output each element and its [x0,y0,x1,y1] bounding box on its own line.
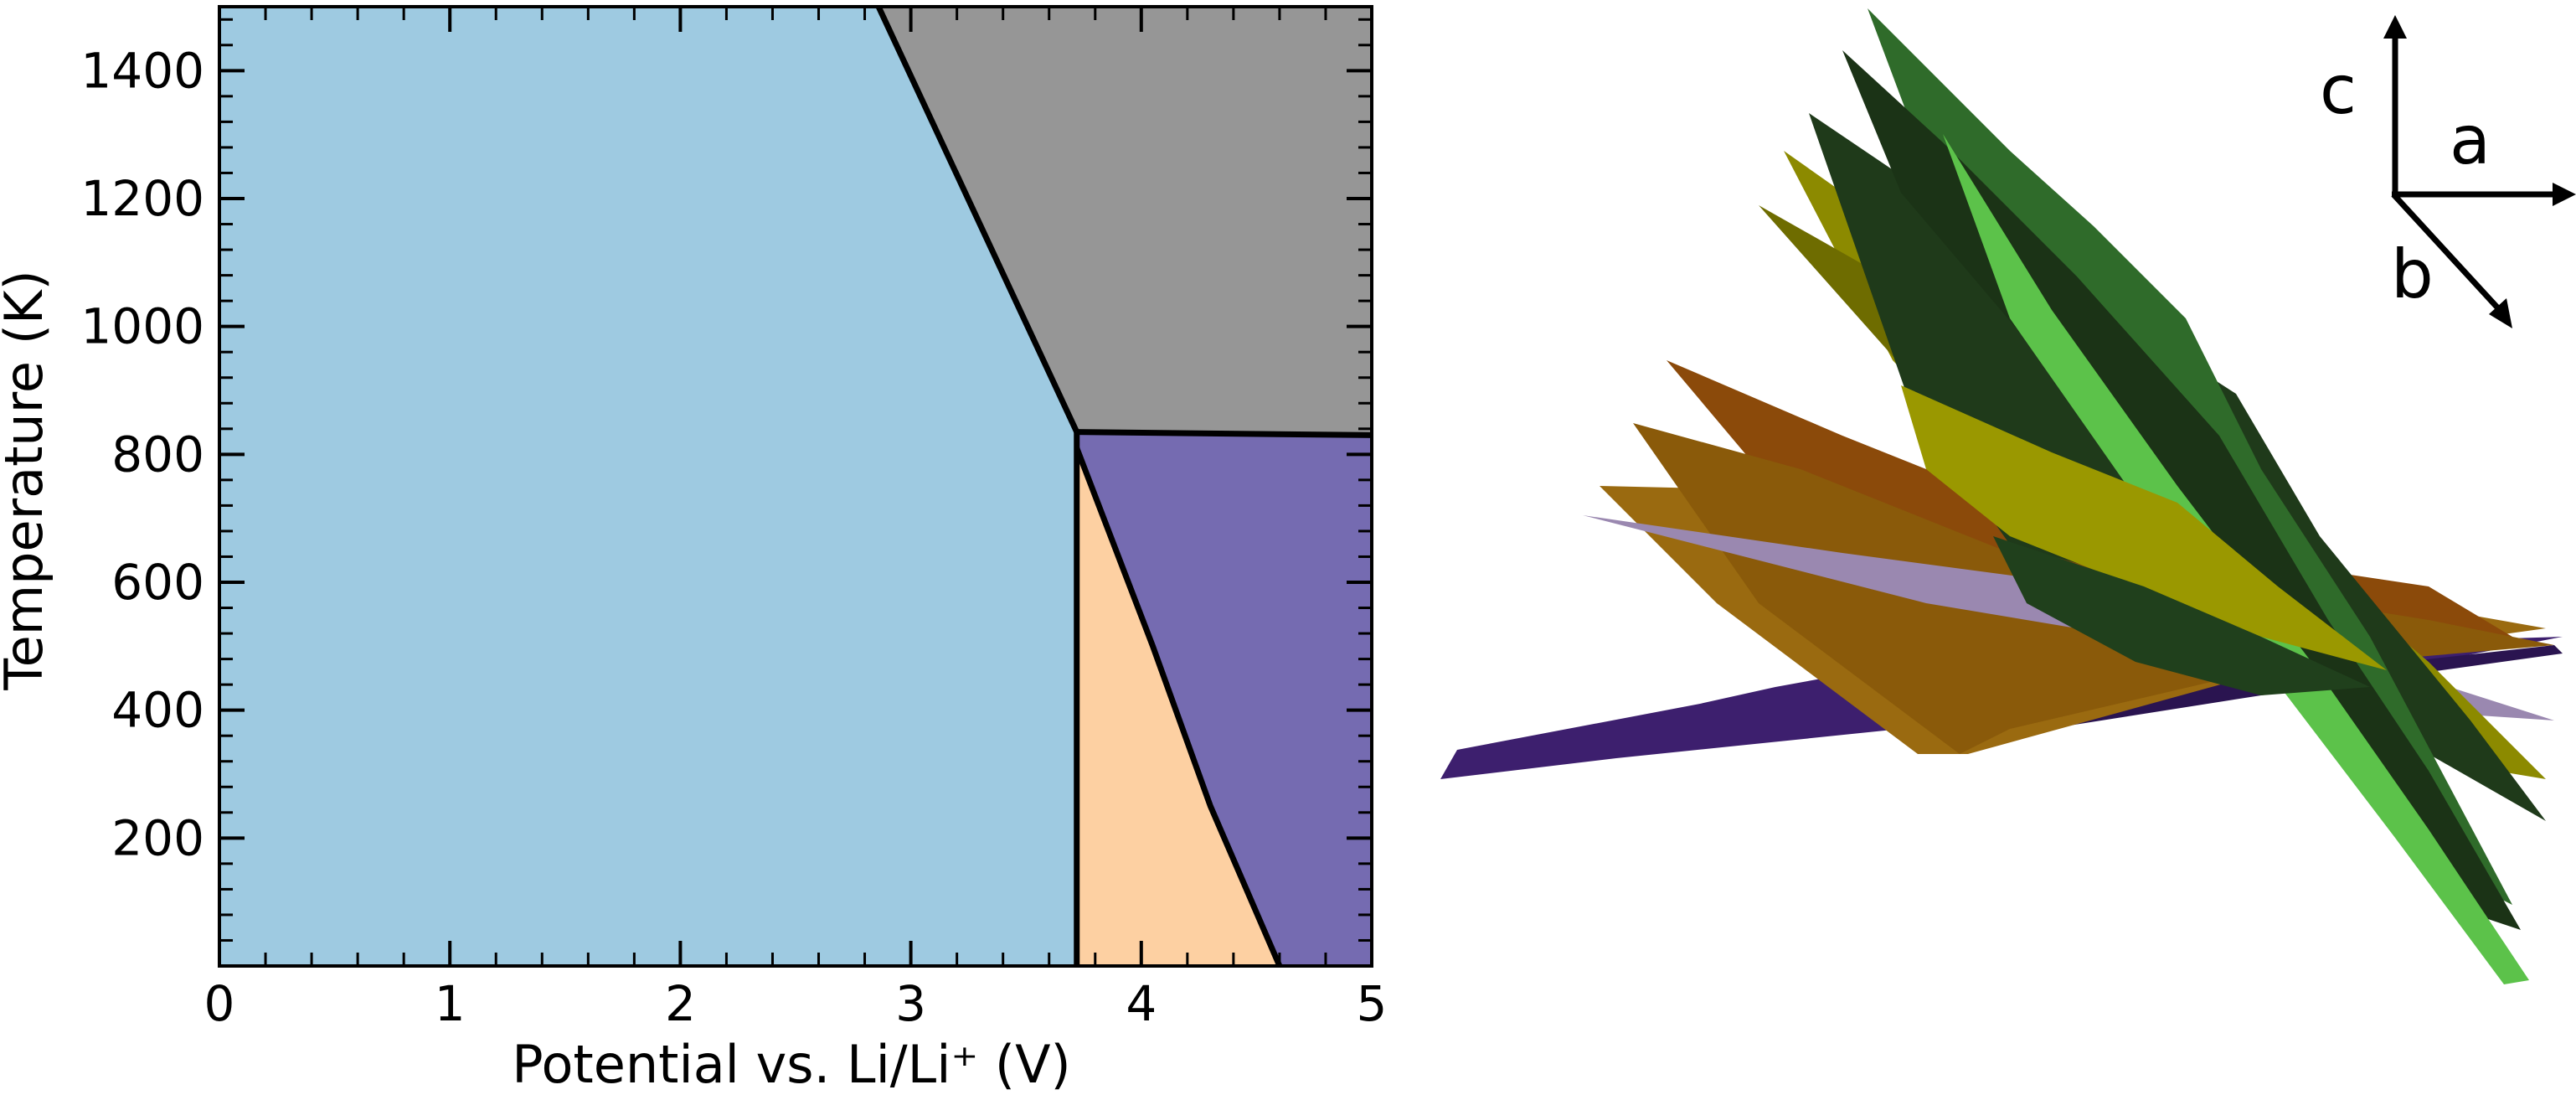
y-tick-label: 1200 [80,170,204,227]
phase-regions [219,7,1372,966]
x-tick-label: 3 [895,975,926,1032]
phase-boundary-1 [1076,429,1373,438]
b-arrowhead [2489,298,2512,328]
phase-region-2 [1076,431,1372,966]
axis-tick-labels: 0 1 2 3 4 5 200 400 600 800 1000 1200 1400 [80,42,1387,1032]
phase-diagram-chart: 0 1 2 3 4 5 200 400 600 800 1000 1200 1400 Potential… [0,5,1387,1095]
phase-region-3 [1076,447,1280,966]
y-tick-label: 200 [111,809,204,866]
b-axis-label: b [2391,235,2434,313]
y-tick-label: 1400 [80,42,204,99]
b-axis-arrow [2391,192,2501,311]
bright-green-sliver [1943,134,2529,984]
plot-frame [218,5,1373,968]
x-tick-label: 4 [1126,975,1157,1032]
c-arrowhead [2383,15,2407,39]
dark-green-front [1993,536,2370,695]
y-tick-label: 800 [111,426,204,483]
x-tick-label: 2 [665,975,696,1032]
phase-region-1 [878,7,1372,436]
a-arrowhead [2553,183,2576,206]
phase-boundaries [875,5,1373,968]
c-axis-label: c [2320,51,2357,129]
crystal-axes-indicator: c a b [2320,15,2576,328]
olive-band [1901,385,2387,670]
phase-boundary-0 [875,5,1079,434]
y-tick-label: 600 [111,554,204,611]
phase-region-0 [219,7,1077,966]
axis-ticks [218,7,1373,966]
x-tick-label: 1 [435,975,466,1032]
surface-3d-plot [1440,8,2563,984]
x-tick-label: 5 [1357,975,1388,1032]
x-tick-label: 0 [204,975,235,1032]
x-axis-label: Potential vs. Li/Li⁺ (V) [512,1034,1070,1095]
y-axis-label: Temperature (K) [0,270,54,690]
y-tick-label: 1000 [80,298,204,355]
y-tick-label: 400 [111,682,204,739]
a-axis-label: a [2450,101,2491,179]
phase-boundary-3 [1074,447,1283,968]
